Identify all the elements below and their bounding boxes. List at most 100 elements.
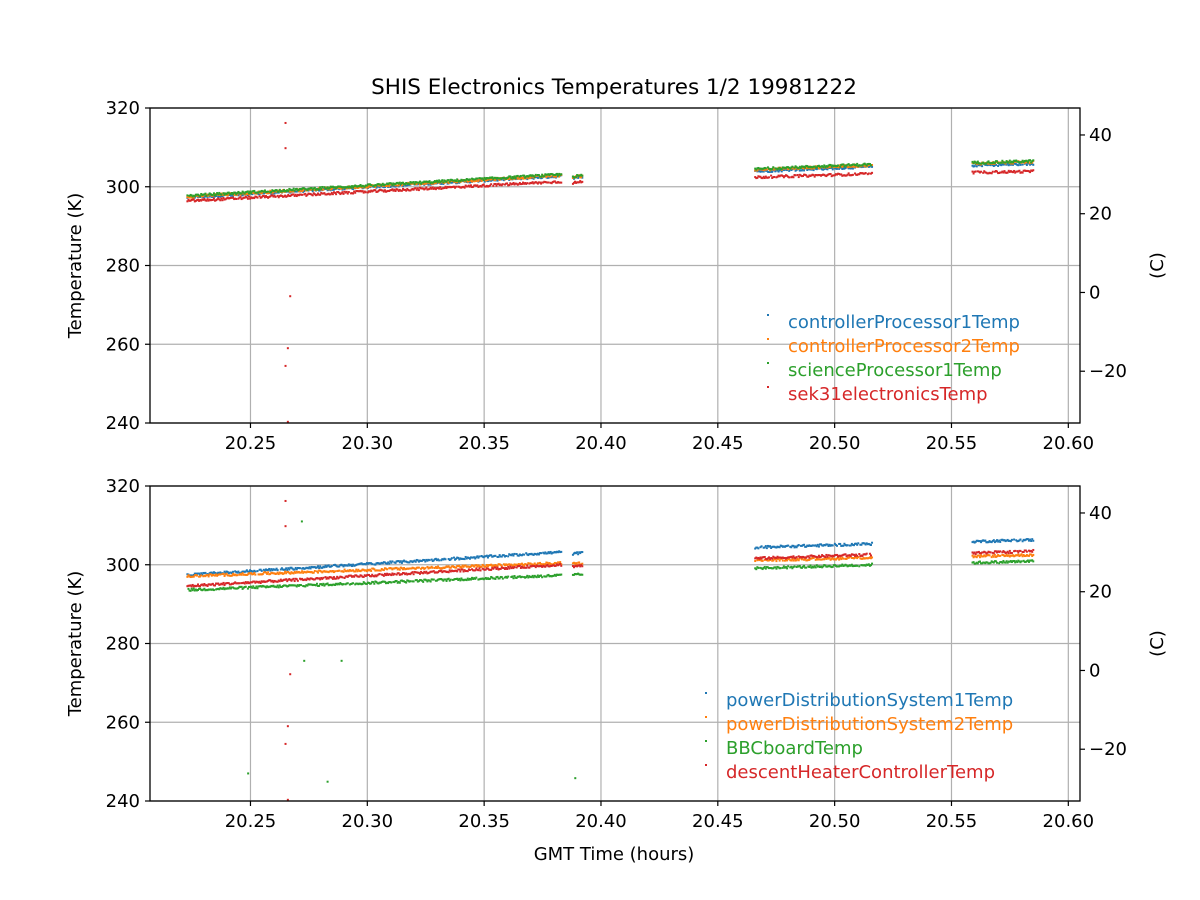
data-point xyxy=(366,581,369,584)
data-point xyxy=(1009,560,1012,563)
data-point xyxy=(794,166,797,169)
data-point xyxy=(768,176,771,179)
data-point xyxy=(519,178,522,181)
data-point xyxy=(556,573,559,576)
data-point xyxy=(999,554,1002,557)
data-point xyxy=(404,573,407,576)
data-point xyxy=(791,165,794,168)
data-point xyxy=(581,174,584,177)
data-point xyxy=(1019,163,1022,166)
data-point xyxy=(320,583,323,586)
data-point xyxy=(513,566,516,569)
data-point xyxy=(1009,161,1012,164)
data-point xyxy=(217,587,220,590)
data-point xyxy=(318,189,321,192)
data-point xyxy=(278,584,281,587)
data-point xyxy=(327,571,330,574)
data-point xyxy=(512,181,515,184)
data-point xyxy=(376,184,379,187)
data-point xyxy=(803,173,806,176)
data-point xyxy=(422,580,425,583)
data-point xyxy=(226,191,229,194)
data-point xyxy=(1007,552,1010,555)
data-point xyxy=(302,585,305,588)
data-point xyxy=(461,179,464,182)
data-point xyxy=(382,184,385,187)
data-point xyxy=(574,180,577,183)
data-point xyxy=(760,559,763,562)
data-point xyxy=(763,177,766,180)
data-point xyxy=(989,540,992,543)
data-point xyxy=(828,173,831,176)
data-point xyxy=(795,566,798,569)
data-point xyxy=(281,568,284,571)
data-point xyxy=(491,576,494,579)
data-point xyxy=(188,575,191,578)
data-point xyxy=(358,562,361,565)
data-point xyxy=(273,568,276,571)
data-point xyxy=(482,568,485,571)
data-point xyxy=(513,183,516,186)
data-point xyxy=(983,550,986,553)
data-point xyxy=(219,587,222,590)
data-point xyxy=(390,567,393,570)
data-point xyxy=(467,179,470,182)
data-point xyxy=(1032,553,1035,556)
data-point xyxy=(298,577,301,580)
data-point xyxy=(334,583,337,586)
data-point xyxy=(401,187,404,190)
data-point xyxy=(312,566,315,569)
data-point xyxy=(235,197,238,200)
data-point xyxy=(1008,555,1011,558)
data-point xyxy=(544,173,547,176)
data-point xyxy=(463,179,466,182)
data-point xyxy=(478,555,481,558)
data-point xyxy=(1026,169,1029,172)
data-point xyxy=(443,181,446,184)
data-point xyxy=(834,173,837,176)
data-point xyxy=(539,181,542,184)
y-tick-label: 240 xyxy=(106,413,140,434)
data-point xyxy=(281,579,284,582)
data-point xyxy=(454,186,457,189)
data-point xyxy=(368,183,371,186)
data-point xyxy=(429,182,432,185)
data-point xyxy=(810,166,813,169)
data-point xyxy=(1022,161,1025,164)
data-point xyxy=(305,584,308,587)
data-point xyxy=(284,570,287,573)
data-point xyxy=(435,559,438,562)
data-point xyxy=(786,169,789,172)
data-point xyxy=(254,581,257,584)
data-point xyxy=(971,551,974,554)
data-point xyxy=(781,556,784,559)
data-point xyxy=(247,572,250,575)
data-point xyxy=(781,545,784,548)
data-point xyxy=(512,175,515,178)
data-point xyxy=(846,565,849,568)
data-point xyxy=(831,164,834,167)
data-point xyxy=(469,179,472,182)
data-point xyxy=(1012,163,1015,166)
data-point xyxy=(372,581,375,584)
data-point xyxy=(344,575,347,578)
data-point xyxy=(461,568,464,571)
data-point xyxy=(365,570,368,573)
data-point xyxy=(215,588,218,591)
data-point xyxy=(533,574,536,577)
data-point xyxy=(414,183,417,186)
data-point xyxy=(223,570,226,573)
data-point xyxy=(330,576,333,579)
series-segment xyxy=(754,556,874,563)
data-point xyxy=(773,558,776,561)
outlier-point xyxy=(286,798,289,801)
data-point xyxy=(222,196,225,199)
data-point xyxy=(576,551,579,554)
data-point xyxy=(452,556,455,559)
data-point xyxy=(776,545,779,548)
data-point xyxy=(559,573,562,576)
data-point xyxy=(861,557,864,560)
data-point xyxy=(396,568,399,571)
data-point xyxy=(447,186,450,189)
outlier-point xyxy=(284,742,287,745)
